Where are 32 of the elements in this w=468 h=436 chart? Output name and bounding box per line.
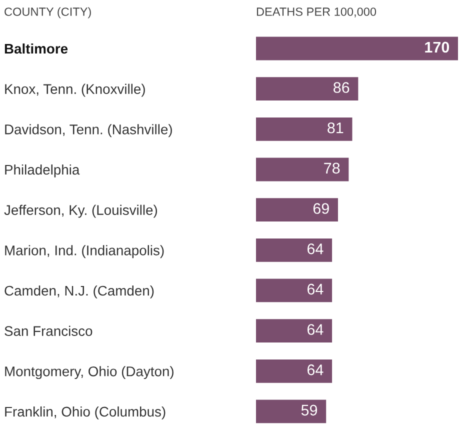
bar (256, 400, 326, 424)
bar (256, 198, 338, 222)
y-tick-label: Camden, N.J. (Camden) (4, 285, 154, 298)
y-tick-label: Knox, Tenn. (Knoxville) (5, 84, 145, 97)
y-tick-label: Davidson, Tenn. (Nashville) (5, 124, 172, 138)
bar (256, 359, 332, 383)
data-label: 78 (324, 162, 340, 174)
data-label: 64 (308, 243, 324, 254)
data-label: 69 (313, 203, 329, 214)
bar (256, 77, 358, 101)
y-axis-title: COUNTY (CITY) (4, 7, 91, 18)
bar (256, 278, 332, 302)
y-tick-label: Marion, Ind. (Indianapolis) (5, 245, 164, 258)
y-tick-label: Franklin, Ohio (Columbus) (5, 406, 166, 420)
bar (256, 117, 352, 141)
bar (256, 319, 332, 343)
y-tick-label: Montgomery, Ohio (Dayton) (5, 366, 174, 380)
data-label: 59 (301, 404, 318, 416)
x-axis-title: DEATHS PER 100,000 (256, 8, 376, 18)
y-tick-label: Baltimore (4, 43, 68, 54)
y-tick-label: San Francisco (4, 326, 92, 336)
y-tick-label: Jefferson, Ky. (Louisville) (4, 204, 158, 218)
data-label: 64 (308, 284, 324, 295)
bar (256, 238, 332, 262)
y-tick-label: Philadelphia (5, 164, 80, 178)
data-label: 86 (334, 82, 350, 93)
bar (256, 36, 458, 60)
data-label: 81 (328, 122, 344, 134)
data-label: 170 (425, 42, 450, 53)
bar (256, 158, 349, 182)
data-label: 64 (308, 364, 324, 376)
data-label: 64 (308, 324, 324, 335)
